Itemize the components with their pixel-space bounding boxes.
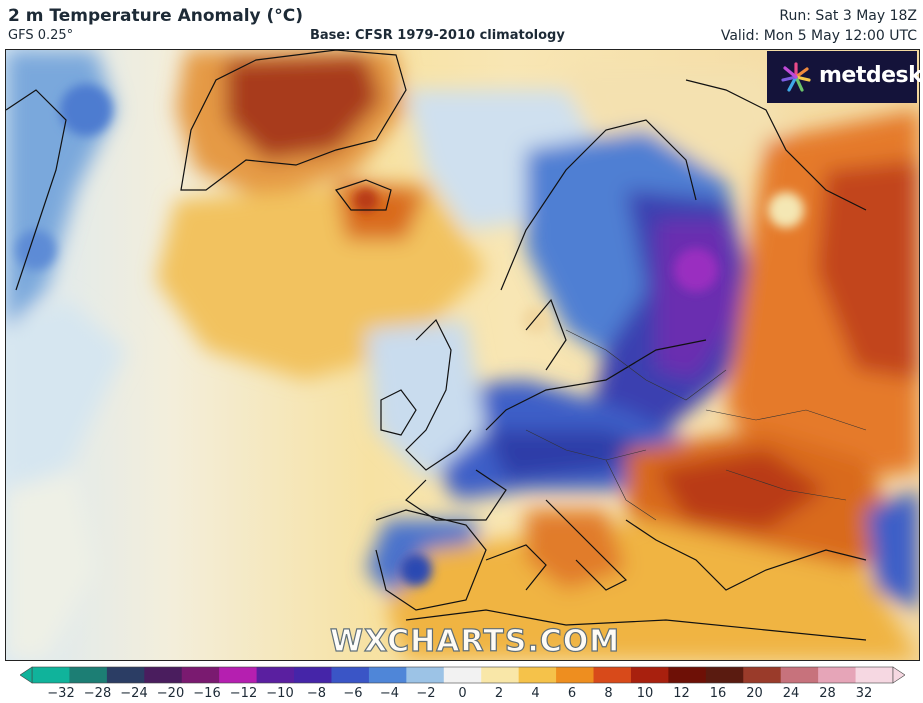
colorbar-segment [406, 667, 445, 683]
colorbar-tick-label: 2 [494, 686, 504, 701]
colorbar-tick-label: 8 [604, 686, 613, 701]
colorbar-tick-label: 24 [782, 686, 800, 701]
colorbar-segment [705, 667, 744, 683]
colorbar-segment [294, 667, 332, 683]
model-label: GFS 0.25° [8, 28, 74, 43]
metdesk-star-icon [781, 62, 811, 92]
colorbar-tick-label: −28 [83, 686, 112, 701]
colorbar-tick-label: 20 [746, 686, 763, 701]
colorbar-segment [855, 667, 894, 683]
colorbar-segment [556, 667, 595, 683]
colorbar-tick-label: 6 [567, 686, 577, 701]
colorbar-tick-label: −32 [47, 686, 75, 701]
colorbar-min-arrow [20, 666, 33, 684]
colorbar-segment [743, 667, 782, 683]
colorbar-segment [106, 667, 145, 683]
colorbar-segment [481, 667, 520, 683]
colorbar-tick-label: −6 [343, 686, 363, 701]
colorbar [20, 666, 905, 684]
colorbar-segments [31, 666, 894, 684]
anomaly-detail [16, 84, 804, 586]
colorbar-segment [219, 667, 258, 683]
colorbar-tick-label: 16 [709, 686, 727, 701]
colorbar-segment [32, 667, 70, 683]
colorbar-segment [593, 667, 632, 683]
colorbar-segment [780, 667, 819, 683]
map-title: 2 m Temperature Anomaly (°C) [8, 6, 304, 26]
header: 2 m Temperature Anomaly (°C) GFS 0.25° B… [0, 0, 923, 48]
colorbar-segment [630, 667, 669, 683]
colorbar-max-arrow [892, 666, 905, 684]
colorbar-ticks: −32 −28 −24 −20 −16 −12 −10 −8 −6 −4 −2 0 2 4 6 8 10 12 16… [0, 684, 923, 702]
colorbar-segment [818, 667, 857, 683]
colorbar-segment [443, 667, 482, 683]
colorbar-segment [181, 667, 220, 683]
colorbar-segment [331, 667, 370, 683]
valid-time-label: Valid: Mon 5 May 12:00 UTC [720, 28, 917, 44]
borders [525, 329, 867, 521]
colorbar-segment [69, 667, 108, 683]
metdesk-logo: metdesk [767, 51, 923, 103]
run-label: Run: Sat 3 May 18Z [779, 8, 917, 24]
colorbar-tick-label: −24 [120, 686, 148, 701]
colorbar-segment [668, 667, 707, 683]
anomaly-map [5, 49, 920, 661]
metdesk-wordmark: metdesk [819, 63, 923, 88]
colorbar-tick-label: −12 [229, 686, 258, 701]
colorbar-tick-label: 0 [458, 686, 467, 701]
colorbar-tick-label: 10 [636, 686, 654, 701]
colorbar-tick-label: −20 [156, 686, 185, 701]
colorbar-segment [256, 667, 295, 683]
colorbar-tick-label: −2 [416, 686, 436, 701]
colorbar-tick-label: −4 [379, 686, 400, 701]
wxcharts-watermark: WXCHARTS.COM [329, 623, 621, 659]
colorbar-tick-label: −16 [193, 686, 221, 701]
colorbar-tick-label: 4 [531, 686, 540, 701]
colorbar-segment [518, 667, 557, 683]
colorbar-tick-label: 12 [673, 686, 690, 701]
colorbar-tick-label: 32 [855, 686, 873, 701]
colorbar-tick-label: 28 [819, 686, 836, 701]
base-climatology-label: Base: CFSR 1979-2010 climatology [310, 28, 565, 43]
map-canvas [6, 50, 919, 660]
colorbar-segment [368, 667, 407, 683]
colorbar-segment [144, 667, 183, 683]
colorbar-tick-label: −8 [306, 686, 327, 701]
colorbar-tick-label: −10 [266, 686, 294, 701]
coastlines [6, 50, 867, 641]
